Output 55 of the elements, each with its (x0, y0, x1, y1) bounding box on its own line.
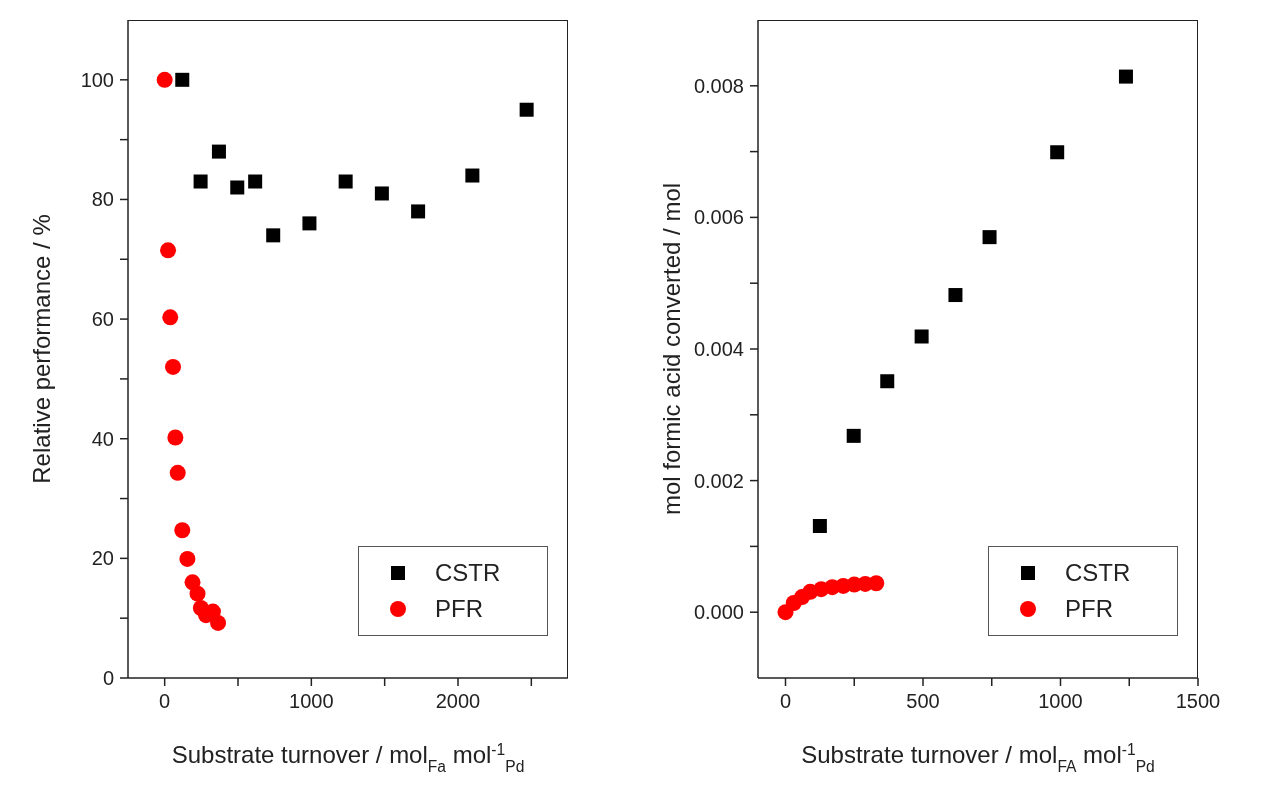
point (211, 144, 226, 159)
y-tick-label: 0 (102, 667, 114, 689)
point (880, 374, 895, 389)
point (868, 575, 885, 592)
x-tick-label: 2000 (435, 690, 481, 712)
x-tick-label: 0 (779, 690, 792, 712)
legend-label: PFR (435, 594, 483, 624)
point (230, 180, 245, 195)
y-tick-label: 60 (91, 308, 114, 331)
point (411, 204, 426, 219)
x-tick-label: 0 (159, 690, 171, 712)
point (519, 102, 534, 117)
y-axis-title: mol formic acid converted / mol (658, 182, 685, 516)
point (465, 168, 480, 183)
point (338, 174, 353, 189)
legend-label: CSTR (1065, 558, 1131, 588)
point (1050, 145, 1065, 160)
point (914, 329, 929, 344)
point (210, 614, 227, 631)
point (193, 174, 208, 189)
y-tick-label: 40 (91, 427, 114, 450)
point (846, 428, 861, 443)
y-axis-title: Relative performance / % (28, 214, 55, 484)
y-tick-label: 0.008 (693, 74, 744, 97)
point (812, 519, 827, 533)
point (266, 228, 281, 243)
y-tick-label: 0.004 (693, 338, 744, 360)
point (248, 174, 263, 189)
point (160, 242, 177, 259)
point (165, 358, 182, 375)
legend-label: PFR (1065, 594, 1113, 624)
y-tick-label: 20 (91, 547, 114, 570)
point (1118, 69, 1133, 84)
point (189, 585, 206, 602)
point (174, 522, 191, 539)
legend-label: CSTR (435, 558, 501, 588)
point (948, 288, 963, 303)
point (175, 72, 190, 87)
x-tick-label: 1000 (1038, 690, 1083, 712)
y-tick-label: 0.000 (693, 601, 744, 624)
point (162, 309, 179, 326)
x-tick-label: 1000 (289, 690, 334, 712)
point (374, 186, 389, 201)
point (982, 230, 997, 245)
y-tick-label: 0.006 (693, 206, 744, 229)
y-tick-label: 80 (91, 188, 114, 211)
point (302, 216, 317, 231)
point (167, 429, 184, 446)
y-tick-label: 0.002 (693, 469, 744, 492)
y-tick-label: 100 (80, 68, 114, 91)
point (169, 464, 186, 481)
point (179, 550, 196, 567)
point (156, 71, 173, 88)
x-tick-label: 1500 (1175, 690, 1221, 712)
x-tick-label: 500 (906, 690, 940, 712)
